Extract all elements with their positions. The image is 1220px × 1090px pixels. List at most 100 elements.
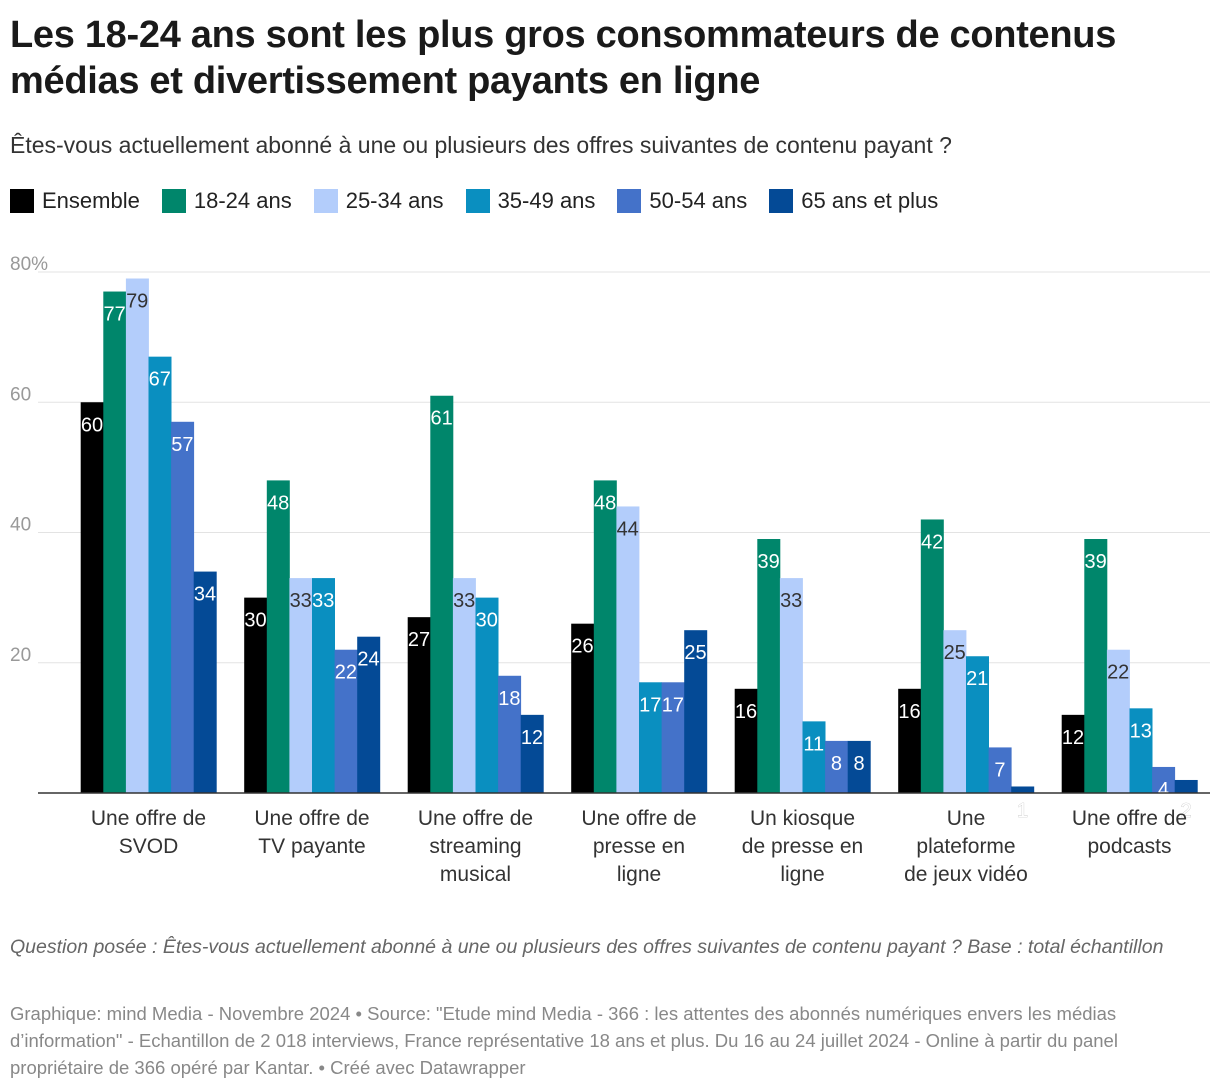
data-label: 7 [994, 759, 1005, 781]
bar [616, 506, 640, 793]
bar [266, 480, 290, 793]
x-category-label-line: ligne [780, 863, 824, 886]
x-category-label-line: musical [440, 863, 511, 886]
bar [802, 721, 826, 793]
legend-swatch [617, 189, 642, 213]
data-label: 17 [662, 694, 684, 716]
x-category-label-line: presse en [593, 835, 685, 858]
credits-footer: Graphique: mind Media - Novembre 2024 • … [10, 1003, 1118, 1078]
legend-item: 50-54 ans [617, 188, 747, 214]
x-category-label: Une offre de podcasts [1072, 807, 1187, 858]
bar [407, 617, 431, 793]
x-category-label-line: de presse en [742, 835, 863, 858]
data-label: 13 [1130, 720, 1152, 742]
bar [684, 630, 708, 793]
legend-label: Ensemble [42, 188, 140, 213]
x-category-label-line: SVOD [119, 835, 179, 858]
bar [661, 682, 685, 793]
bar [498, 675, 522, 793]
bar [779, 578, 803, 793]
legend-swatch [161, 189, 186, 213]
legend-label: 65 ans et plus [801, 188, 939, 213]
bar [1061, 714, 1085, 793]
legend-item: Ensemble [10, 188, 140, 214]
y-tick-label: 40 [10, 515, 31, 536]
x-category-label-line: Une offre de [581, 807, 696, 830]
bar [244, 597, 268, 793]
x-category-label-line: Une offre de [1072, 807, 1187, 830]
bar [1129, 708, 1153, 793]
data-label: 11 [803, 733, 824, 755]
data-label: 48 [594, 492, 616, 514]
bar [898, 688, 922, 793]
bar [847, 740, 871, 793]
data-label: 4 [1158, 779, 1169, 801]
data-label: 8 [831, 753, 842, 775]
bar [452, 578, 476, 793]
bar [757, 539, 781, 793]
data-label: 39 [757, 551, 779, 573]
data-label: 48 [267, 492, 289, 514]
question-note: Question posée : Êtes-vous actuellement … [10, 936, 1164, 958]
bar [80, 402, 104, 793]
legend-item: 18-24 ans [161, 188, 292, 214]
bar [193, 571, 217, 793]
bar [430, 395, 454, 793]
legend-item: 25-34 ans [313, 188, 444, 214]
data-label: 44 [617, 518, 639, 540]
data-label: 33 [780, 590, 802, 612]
x-category-label-line: de jeux vidéo [904, 863, 1028, 886]
bar [357, 636, 381, 793]
data-label: 60 [81, 414, 103, 436]
x-category-label-line: Un kiosque [750, 807, 855, 830]
bar [988, 747, 1012, 793]
bar [943, 630, 967, 793]
x-category-label-line: streaming [429, 835, 521, 858]
data-label: 26 [571, 636, 593, 658]
legend-item: 65 ans et plus [769, 188, 938, 214]
data-label: 22 [335, 662, 357, 684]
bar [520, 714, 544, 793]
x-category-label: Une offre de presse en ligne [581, 807, 696, 886]
legend-label: 25-34 ans [345, 188, 444, 213]
bar [1152, 766, 1176, 793]
data-label: 57 [171, 434, 193, 456]
data-label: 16 [898, 701, 920, 723]
bar [334, 649, 358, 793]
bar [571, 623, 595, 793]
data-label: 17 [639, 694, 661, 716]
chart-title: Les 18-24 ans sont les plus gros consomm… [10, 14, 1117, 102]
data-label: 42 [921, 531, 943, 553]
bar [1084, 539, 1108, 793]
bar [148, 356, 172, 793]
legend-label: 18-24 ans [193, 188, 292, 213]
data-label: 24 [357, 649, 379, 671]
x-category-label: Une offre de SVOD [91, 807, 206, 858]
y-tick-label: 60 [10, 384, 31, 405]
data-label: 33 [312, 590, 334, 612]
data-label: 21 [966, 668, 988, 690]
x-category-label: Une offre de TV payante [254, 807, 369, 858]
y-tick-label: 80% [10, 254, 48, 275]
legend-swatch [465, 189, 490, 213]
data-label: 16 [735, 701, 757, 723]
data-label: 1 [1017, 800, 1028, 822]
y-tick-label: 20 [10, 645, 31, 666]
data-label: 12 [521, 727, 543, 749]
legend-swatch [769, 189, 794, 213]
bar [1106, 649, 1130, 793]
bar [825, 740, 849, 793]
x-category-label: Une plateforme de jeux vidéo [904, 807, 1028, 886]
data-label: 25 [944, 642, 966, 664]
data-label: 77 [103, 304, 125, 326]
data-label: 30 [476, 610, 498, 632]
data-label: 61 [430, 408, 452, 430]
data-label: 79 [126, 291, 148, 313]
bar [103, 291, 127, 793]
legend-label: 35-49 ans [497, 188, 596, 213]
data-label: 18 [498, 688, 520, 710]
bar [289, 578, 313, 793]
data-label: 67 [149, 369, 171, 391]
bar [1011, 786, 1035, 793]
